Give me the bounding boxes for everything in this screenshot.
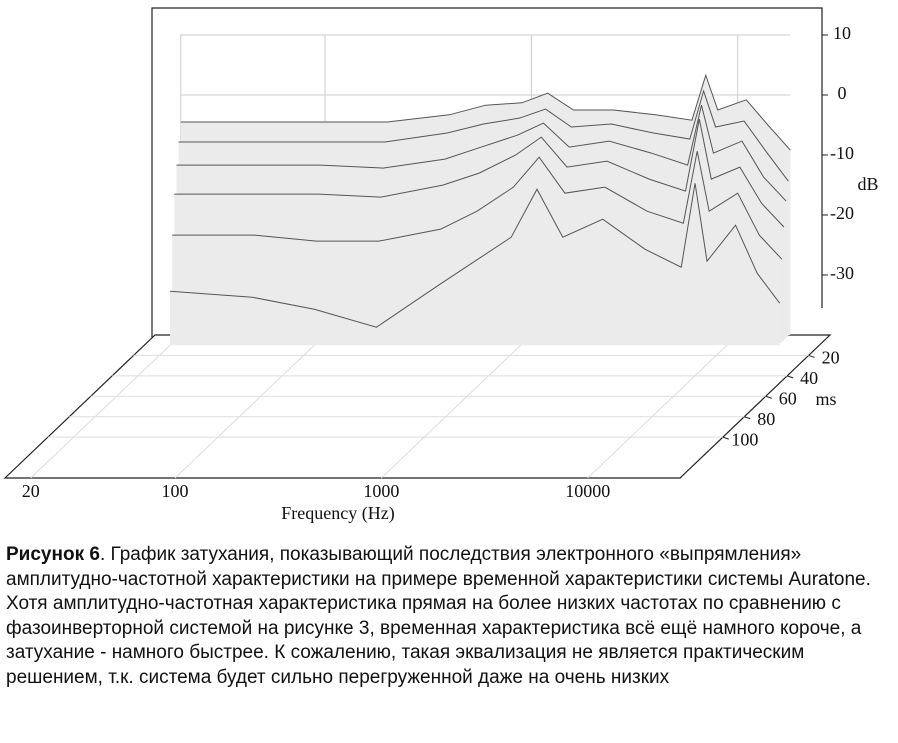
caption: Рисунок 6. График затухания, показывающи… (6, 543, 892, 739)
z-tick (744, 416, 751, 420)
y-tick-label: -20 (830, 203, 854, 223)
wall-frame (151, 7, 823, 350)
z-tick-label: 60 (779, 388, 797, 408)
z-tick-label: 100 (731, 429, 758, 449)
x-tick-label: 10000 (565, 481, 610, 501)
y-tick-label: -30 (830, 263, 854, 283)
floor-grid-line (30, 334, 182, 479)
x-tick-label: 20 (22, 481, 40, 501)
z-label: ms (815, 389, 836, 409)
slice-line (178, 89, 789, 182)
y-tick-label: 0 (838, 83, 847, 103)
floor-grid-line (174, 334, 326, 479)
caption-label: Рисунок 6 (6, 544, 100, 565)
x-label: Frequency (Hz) (281, 503, 394, 524)
slice-line (176, 104, 787, 202)
slice-line (170, 183, 781, 328)
y-tick-label: 10 (833, 23, 851, 43)
z-tick (722, 436, 730, 440)
z-tick (786, 375, 794, 379)
slice-line (180, 73, 791, 151)
z-tick-label: 80 (757, 409, 775, 429)
floor (3, 334, 832, 479)
y-tick-label: -10 (830, 143, 854, 163)
z-tick (765, 395, 772, 399)
z-tick-label: 40 (800, 368, 818, 388)
x-tick-label: 1000 (363, 481, 399, 501)
caption-text: . График затухания, показывающий последс… (6, 544, 871, 688)
slice-line (172, 151, 783, 260)
z-tick-label: 20 (822, 348, 840, 368)
z-tick (808, 354, 815, 358)
x-tick-label: 100 (162, 481, 189, 501)
floor-grid-line (381, 334, 532, 479)
slice-fill (170, 183, 780, 346)
y-label: dB (857, 174, 878, 194)
floor-grid-line (587, 334, 739, 479)
slice-line (174, 119, 785, 228)
